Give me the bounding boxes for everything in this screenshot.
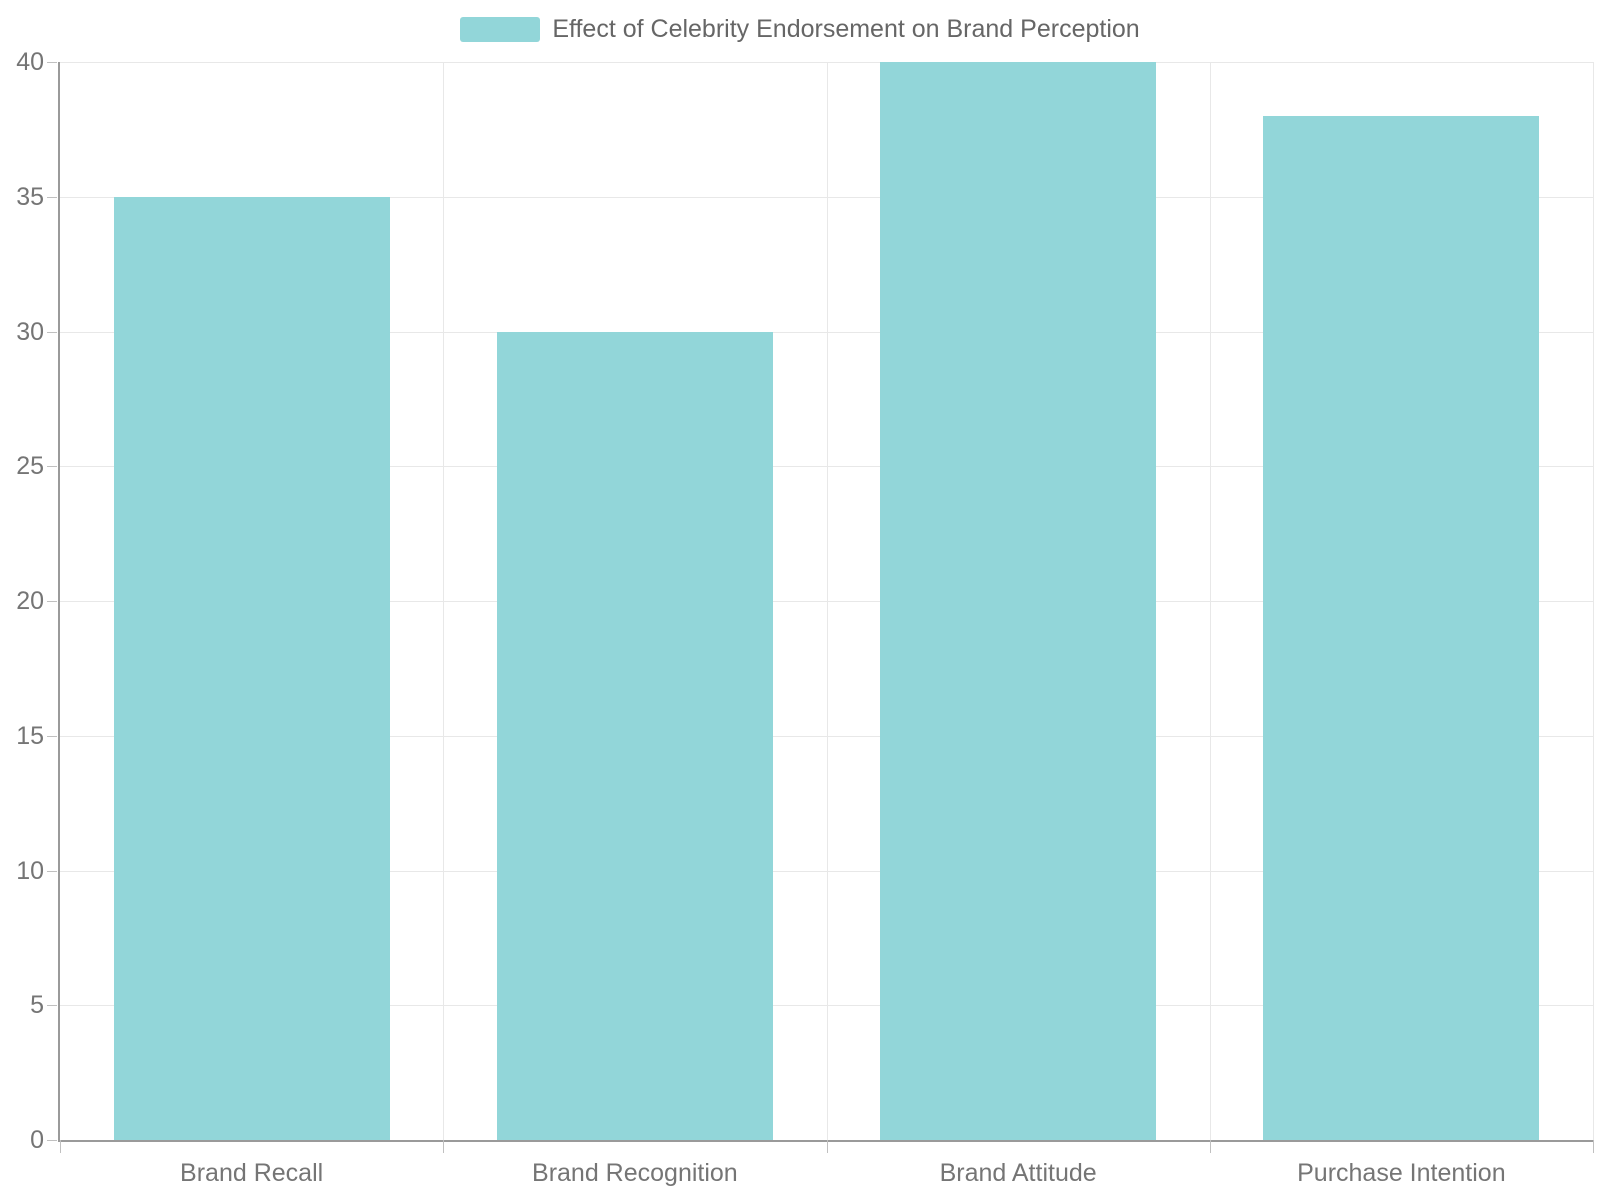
y-axis-tick: [47, 601, 57, 602]
y-tick-label: 35: [16, 182, 44, 211]
category-boundary-gridline: [443, 62, 445, 1140]
category-boundary-gridline: [1593, 62, 1594, 1140]
bar-brand-recall[interactable]: [113, 196, 390, 1140]
x-axis-tick: [826, 1140, 828, 1153]
y-tick-label: 5: [30, 991, 44, 1020]
y-axis-tick: [47, 62, 57, 63]
y-tick-label: 40: [16, 48, 44, 76]
y-axis-tick: [47, 331, 57, 333]
bar-brand-recognition[interactable]: [496, 331, 773, 1140]
x-axis-tick: [443, 1140, 445, 1153]
x-axis-tick: [60, 1140, 61, 1153]
x-tick-label: Brand Recall: [180, 1159, 324, 1187]
bar-purchase-intention[interactable]: [1263, 115, 1540, 1140]
x-axis-tick: [1593, 1140, 1594, 1153]
legend-label: Effect of Celebrity Endorsement on Brand…: [552, 15, 1140, 43]
chart-legend: Effect of Celebrity Endorsement on Brand…: [0, 14, 1600, 45]
y-axis-tick: [47, 735, 57, 737]
y-axis-tick: [47, 1005, 57, 1007]
y-axis-tick: [47, 466, 57, 468]
y-axis-tick: [47, 196, 57, 198]
legend-swatch-icon: [460, 17, 541, 42]
plot-area: 0 5 10 15 20 25 30 35 40 Brand Recall Brand Recogn…: [16, 48, 1594, 1187]
y-tick-label: 10: [16, 856, 44, 885]
category-boundary-gridline: [826, 62, 828, 1140]
y-axis-line: [58, 62, 60, 1140]
x-axis-line: [58, 1140, 1593, 1142]
category-boundary-gridline: [1209, 62, 1211, 1140]
y-axis-tick: [47, 870, 57, 872]
bar-brand-attitude[interactable]: [880, 62, 1157, 1140]
y-tick-label: 25: [16, 452, 44, 481]
y-tick-label: 30: [16, 317, 44, 346]
x-tick-label: Brand Attitude: [939, 1159, 1097, 1187]
x-tick-label: Brand Recognition: [532, 1159, 738, 1187]
y-axis-tick: [47, 1140, 57, 1141]
legend-item[interactable]: Effect of Celebrity Endorsement on Brand…: [460, 14, 1140, 45]
y-tick-label: 0: [30, 1126, 44, 1154]
y-tick-label: 15: [16, 721, 44, 750]
x-axis-tick: [1209, 1140, 1211, 1153]
x-tick-label: Purchase Intention: [1297, 1159, 1506, 1187]
y-tick-label: 20: [16, 587, 44, 615]
